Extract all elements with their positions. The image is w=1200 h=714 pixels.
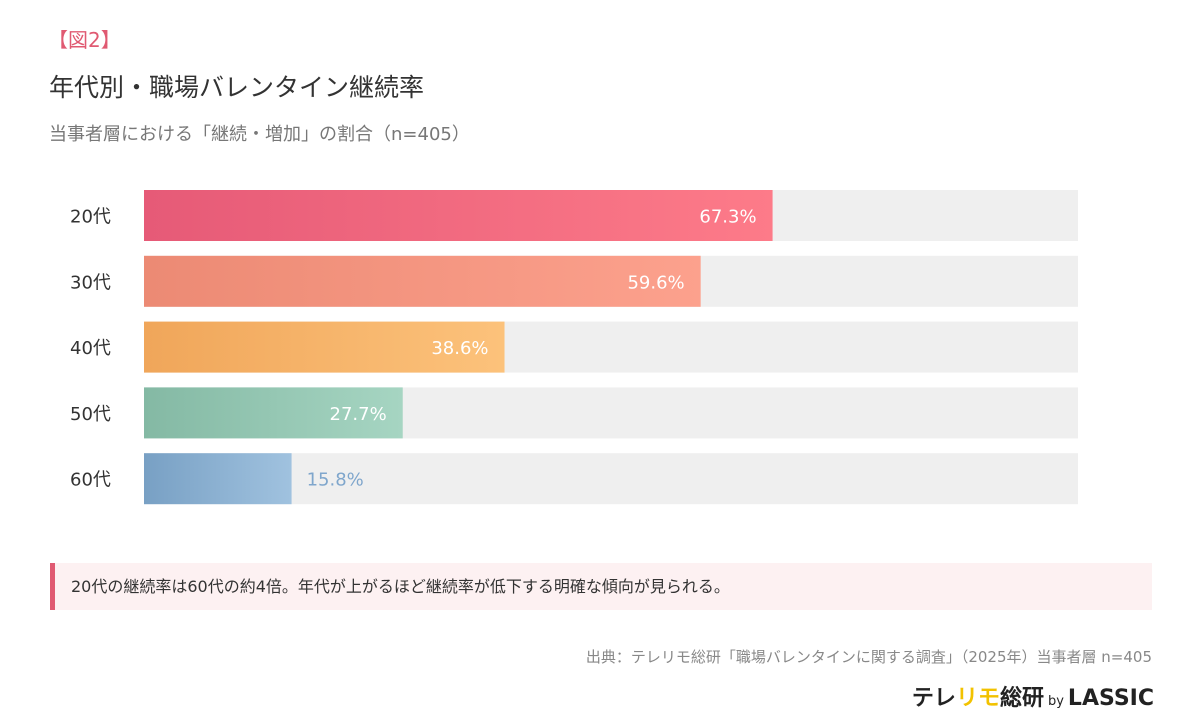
value-label: 38.6% [431, 338, 488, 359]
bar-40代 [144, 321, 505, 373]
category-label: 20代 [70, 207, 111, 228]
figure-label: 【図2】 [48, 28, 121, 52]
bar-50代 [144, 387, 403, 439]
category-label: 50代 [70, 404, 111, 425]
bar-track [144, 453, 1078, 505]
logo-text-accent: リモ [955, 686, 1000, 711]
bar-20代 [144, 190, 773, 241]
chart-subtitle: 当事者層における「継続・増加」の割合（n=405） [49, 124, 470, 145]
callout-note: 20代の継続率は60代の約4倍。年代が上がるほど継続率が低下する明確な傾向が見ら… [50, 563, 1152, 610]
category-label: 30代 [70, 272, 111, 293]
logo-text: テレ [911, 686, 956, 711]
value-label: 27.7% [330, 404, 387, 425]
logo: テレリモ総研 by LASSIC [912, 680, 1154, 712]
category-label: 60代 [70, 470, 111, 491]
logo-brand: LASSIC [1067, 686, 1154, 711]
bar-30代 [144, 255, 701, 307]
logo-text: 総研 [999, 686, 1044, 711]
category-label: 40代 [70, 338, 111, 359]
logo-by: by [1047, 694, 1064, 709]
bar-chart: 20代 67.3% 30代 59.6% 40代 38.6% 50代 27.7% 60代 15.8% [70, 190, 1078, 505]
bar-60代 [144, 453, 292, 505]
value-label: 15.8% [307, 470, 364, 491]
source-note: 出典：テレリモ総研「職場バレンタインに関する調査」（2025年）当事者層 n=4… [585, 648, 1152, 666]
chart-title: 年代別・職場バレンタイン継続率 [49, 73, 425, 102]
value-label: 59.6% [627, 272, 684, 293]
value-label: 67.3% [699, 207, 756, 228]
